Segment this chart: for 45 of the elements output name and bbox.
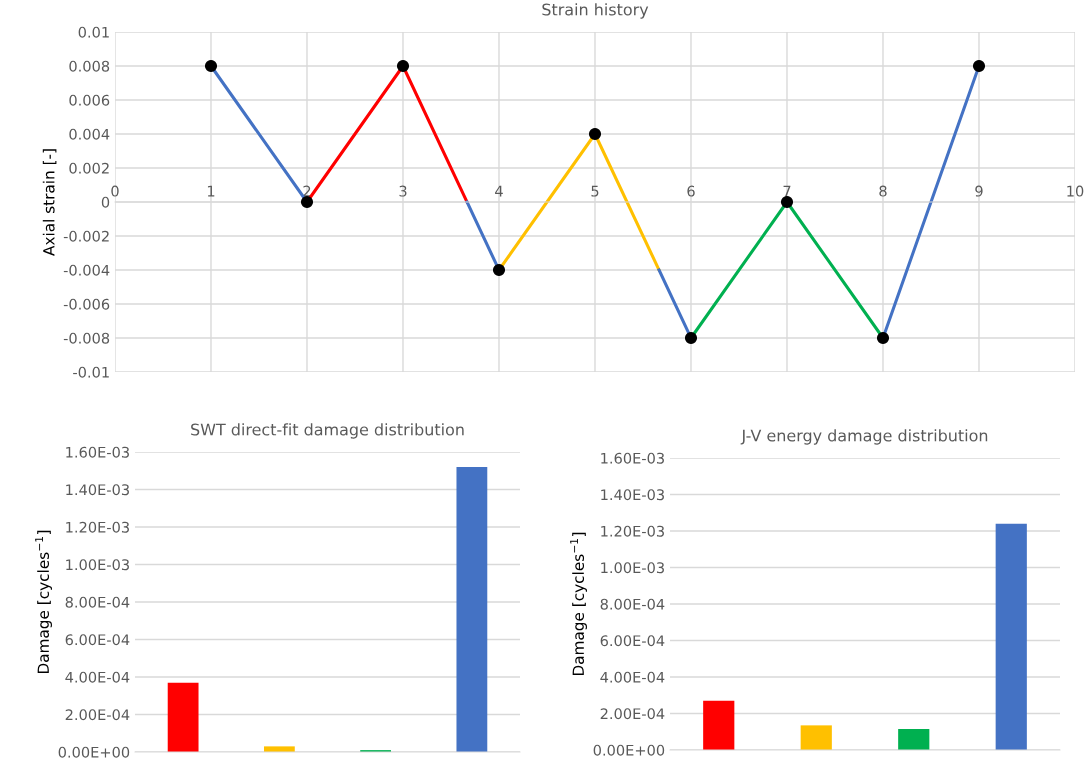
y-tick-label: 1.40E-03 (66, 484, 129, 496)
y-tick-label: 2.00E-04 (65, 709, 130, 721)
y-tick-label: 4.00E-04 (65, 671, 130, 683)
chart-title: SWT direct-fit damage distribution (191, 423, 464, 439)
x-tick-label: 6 (687, 185, 695, 197)
y-tick-label: 1.00E-03 (601, 562, 664, 574)
x-tick-label: 7 (783, 185, 791, 197)
y-tick-label: 1.40E-03 (601, 489, 664, 501)
y-tick-label: 0.002 (69, 162, 109, 174)
y-tick-label: 0.00E+00 (58, 746, 130, 758)
x-tick-label: 9 (975, 185, 983, 197)
x-tick-label: 5 (591, 185, 599, 197)
y-tick-label: -0.008 (63, 332, 110, 344)
y-tick-label: -0.006 (63, 298, 110, 310)
y-tick-label: 6.00E-04 (65, 634, 130, 646)
y-tick-label: 4.00E-04 (600, 671, 665, 683)
y-tick-label: 1.60E-03 (601, 452, 664, 464)
y-tick-label: 0.01 (78, 26, 109, 38)
y-tick-label: 1.20E-03 (601, 525, 664, 537)
y-tick-label: 8.00E-04 (65, 596, 130, 608)
x-tick-label: 8 (879, 185, 887, 197)
chart-title: Strain history (542, 3, 649, 19)
x-tick-label: 10 (1067, 185, 1084, 197)
y-axis-title: Damage [cycles$^{−1}$] (570, 532, 587, 676)
x-tick-label: 3 (399, 185, 407, 197)
y-tick-label: 8.00E-04 (600, 598, 665, 610)
y-tick-label: -0.01 (73, 366, 109, 378)
y-axis-title: Damage [cycles$^{−1}$] (35, 530, 52, 674)
y-tick-label: 0 (101, 196, 110, 208)
y-tick-label: 0.008 (69, 60, 110, 72)
y-tick-label: 1.20E-03 (66, 521, 129, 533)
y-tick-label: 1.00E-03 (66, 559, 129, 571)
x-tick-label: 1 (207, 185, 215, 197)
x-tick-label: 4 (495, 185, 503, 197)
y-tick-label: -0.002 (63, 230, 109, 242)
y-tick-label: -0.004 (63, 264, 110, 276)
y-tick-label: 0.004 (69, 128, 110, 140)
y-tick-label: 0.006 (69, 94, 110, 106)
x-tick-label: 0 (111, 185, 119, 197)
y-tick-label: 1.60E-03 (66, 446, 129, 458)
y-axis-title: Axial strain [-] (42, 149, 57, 256)
y-tick-label: 2.00E-04 (600, 708, 665, 720)
y-tick-label: 6.00E-04 (600, 635, 665, 647)
chart-title: J-V energy damage distribution (740, 429, 988, 445)
y-tick-label: 0.00E+00 (593, 744, 665, 756)
